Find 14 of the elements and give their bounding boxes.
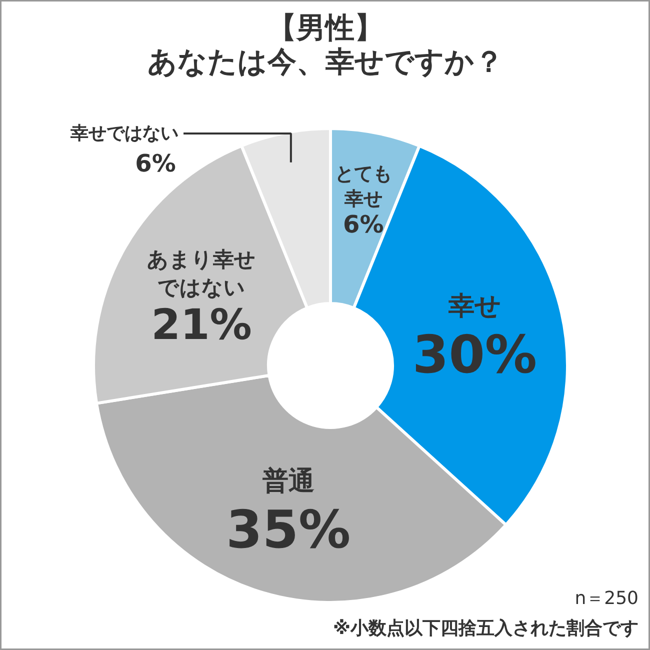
slice-label: 幸せ — [447, 292, 502, 322]
data-label: 21% — [151, 300, 252, 350]
slice-label: 幸せではない — [70, 123, 178, 144]
slice-label: とても幸せ — [334, 162, 392, 210]
data-label: 6% — [135, 150, 176, 178]
text: n＝250 — [574, 588, 638, 609]
text: ※小数点以下四捨五入された割合です — [333, 618, 638, 639]
data-label: 30% — [412, 326, 538, 386]
data-label: 6% — [343, 210, 384, 239]
slice-label: 普通 — [261, 465, 314, 496]
chart-title: 【男性】 — [268, 10, 384, 44]
slice-label: あまり幸せではない — [147, 248, 256, 300]
chart-subtitle: あなたは今、幸せですか？ — [148, 44, 504, 78]
data-label: 35% — [226, 500, 351, 560]
